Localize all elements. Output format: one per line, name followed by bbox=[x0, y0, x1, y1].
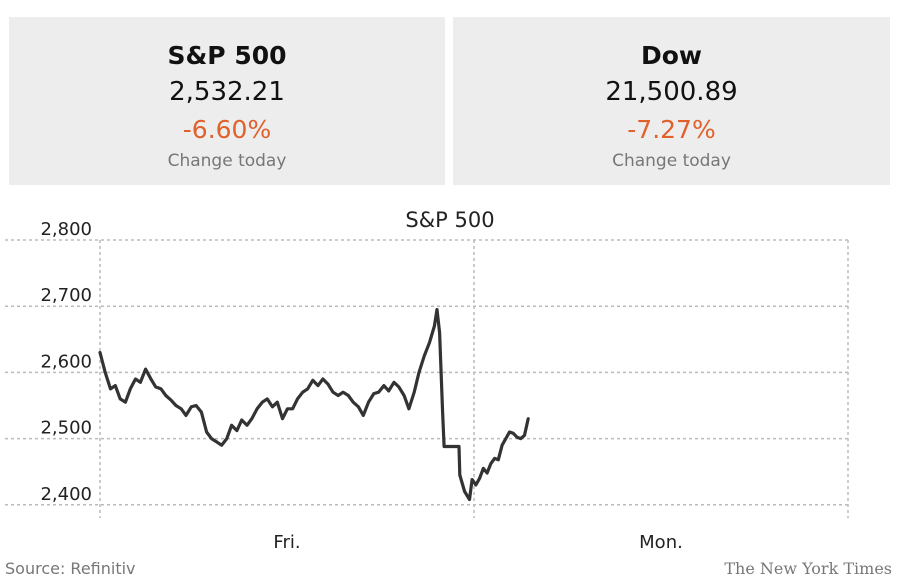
dow-value: 21,500.89 bbox=[605, 77, 738, 107]
sp500-name: S&P 500 bbox=[167, 41, 287, 70]
dow-change-label: Change today bbox=[612, 151, 731, 171]
x-axis-ticks: Fri. Mon. bbox=[273, 532, 682, 553]
chart-series bbox=[98, 307, 530, 502]
y-tick-label: 2,600 bbox=[40, 351, 92, 372]
credit-note: The New York Times bbox=[724, 559, 892, 578]
sp500-summary-card: S&P 500 2,532.21 -6.60% Change today bbox=[9, 17, 445, 185]
y-tick-label: 2,500 bbox=[40, 418, 92, 439]
y-tick-label: 2,700 bbox=[40, 285, 92, 306]
dow-change: -7.27% bbox=[627, 115, 716, 144]
x-tick-label: Mon. bbox=[639, 532, 683, 553]
sp500-change-label: Change today bbox=[167, 151, 287, 171]
y-axis-ticks: 2,800 2,700 2,600 2,500 2,400 bbox=[40, 219, 92, 505]
source-note: Source: Refinitiv bbox=[5, 559, 136, 578]
sp500-series-line bbox=[98, 307, 530, 502]
chart-title: S&P 500 bbox=[405, 208, 495, 232]
dow-name: Dow bbox=[640, 41, 703, 70]
y-tick-label: 2,800 bbox=[40, 219, 92, 240]
x-tick-label: Fri. bbox=[273, 532, 300, 553]
y-tick-label: 2,400 bbox=[40, 484, 92, 505]
sp500-value: 2,532.21 bbox=[169, 77, 285, 107]
dow-summary-card: Dow 21,500.89 -7.27% Change today bbox=[453, 17, 890, 185]
sp500-change: -6.60% bbox=[182, 115, 272, 144]
chart-grid bbox=[5, 239, 849, 518]
